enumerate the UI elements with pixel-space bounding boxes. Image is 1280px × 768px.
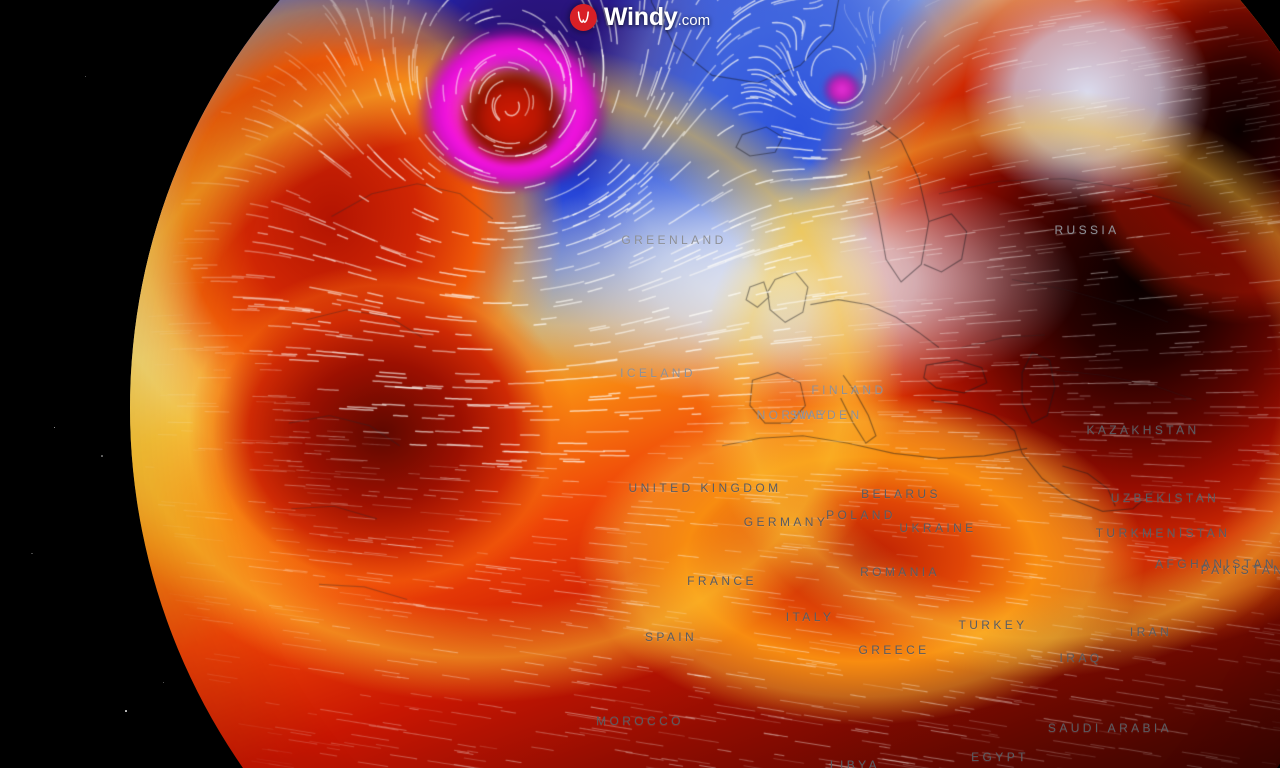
star <box>85 76 86 78</box>
star <box>125 710 127 712</box>
earth-globe[interactable] <box>130 0 1280 768</box>
star <box>101 455 103 457</box>
star <box>53 426 55 428</box>
brand-tld: .com <box>677 12 711 29</box>
windy-logo-icon <box>569 4 597 31</box>
windy-logo[interactable]: Windy.com <box>569 4 710 31</box>
windy-logo-text: Windy.com <box>604 5 710 30</box>
brand-name: Windy <box>603 3 678 31</box>
star <box>31 552 33 555</box>
wind-particle-layer <box>130 0 1280 768</box>
